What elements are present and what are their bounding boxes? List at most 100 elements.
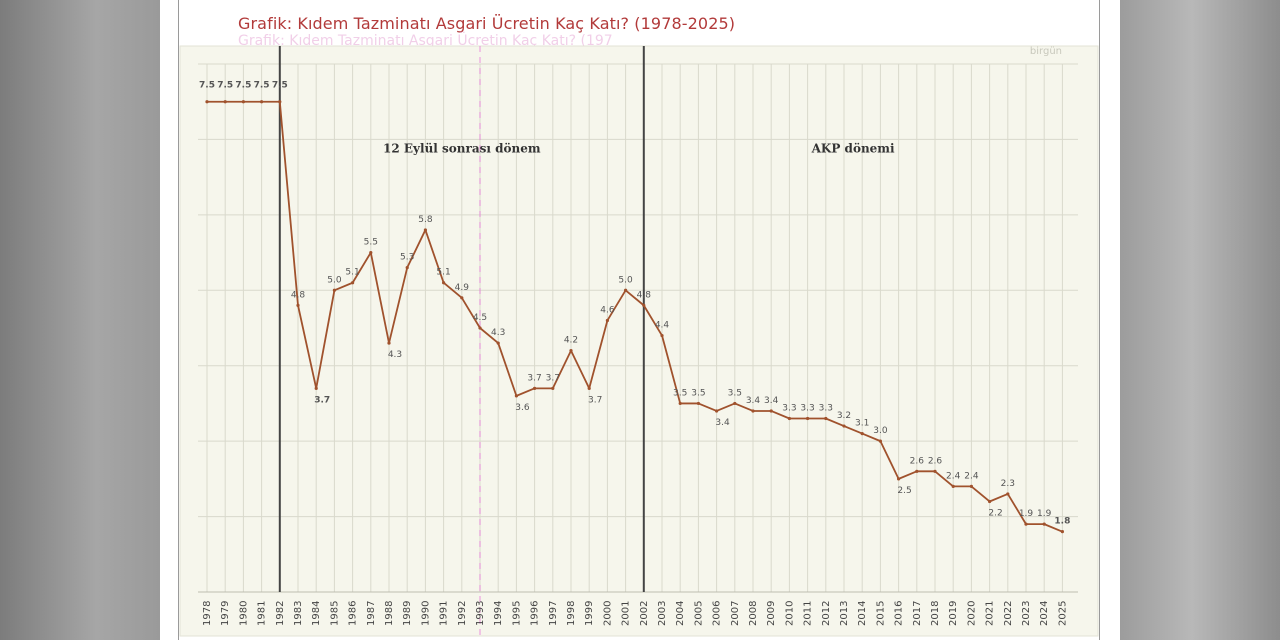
- data-point-2009: [769, 409, 773, 413]
- data-label-2007: 3.5: [728, 388, 742, 398]
- data-point-2006: [715, 409, 719, 413]
- x-tick-label-2005: 2005: [693, 601, 704, 626]
- x-tick-label-1990: 1990: [420, 601, 431, 626]
- data-label-1999: 3.7: [588, 395, 602, 405]
- data-point-2017: [915, 469, 919, 473]
- data-point-1995: [514, 394, 519, 398]
- data-point-1979: [223, 100, 227, 104]
- data-point-1988: [387, 341, 391, 345]
- data-point-2012: [824, 416, 828, 421]
- data-label-1988: 4.3: [388, 350, 402, 360]
- data-label-2024: 1.9: [1037, 509, 1052, 519]
- x-tick-label-2012: 2012: [821, 601, 832, 626]
- data-label-1994: 4.3: [491, 328, 505, 338]
- data-label-1980: 7.5: [235, 81, 251, 91]
- x-tick-label-2011: 2011: [803, 601, 814, 626]
- data-point-1984: [314, 386, 318, 390]
- data-point-1999: [587, 386, 591, 390]
- x-tick-label-1992: 1992: [457, 601, 468, 626]
- data-point-2001: [624, 288, 628, 292]
- panel-border: [178, 0, 1100, 640]
- plot-background: [179, 45, 1099, 637]
- data-point-2008: [751, 409, 755, 413]
- x-tick-label-1981: 1981: [257, 601, 268, 626]
- data-point-1981: [260, 100, 264, 104]
- data-point-2019: [951, 484, 955, 488]
- x-tick-label-2006: 2006: [712, 601, 723, 626]
- watermark: birgün: [1030, 46, 1062, 57]
- x-tick-label-2000: 2000: [602, 601, 613, 626]
- data-label-1993: 4.5: [473, 313, 487, 323]
- x-tick-label-2016: 2016: [894, 601, 905, 626]
- data-label-2004: 3.5: [673, 388, 687, 398]
- x-tick-label-2014: 2014: [857, 601, 868, 626]
- data-label-1985: 5.0: [327, 275, 342, 285]
- x-tick-label-2015: 2015: [875, 601, 886, 626]
- data-label-2014: 3.1: [855, 419, 869, 429]
- x-tick-label-1991: 1991: [439, 601, 450, 626]
- data-label-2008: 3.4: [746, 396, 761, 406]
- data-point-2000: [605, 318, 610, 323]
- data-point-1986: [351, 281, 355, 285]
- data-point-2016: [897, 477, 901, 481]
- x-tick-label-1978: 1978: [202, 601, 213, 626]
- x-tick-label-2020: 2020: [966, 601, 977, 626]
- x-tick-label-1983: 1983: [293, 601, 304, 626]
- data-point-2010: [787, 416, 792, 421]
- x-tick-label-2018: 2018: [930, 601, 941, 626]
- x-tick-label-2022: 2022: [1003, 601, 1014, 626]
- data-label-2005: 3.5: [691, 388, 705, 398]
- data-point-1996: [533, 386, 537, 390]
- data-label-2009: 3.4: [764, 396, 779, 406]
- x-tick-label-1993: 1993: [475, 601, 486, 626]
- x-tick-label-1987: 1987: [366, 601, 377, 626]
- x-tick-label-2003: 2003: [657, 601, 668, 626]
- data-point-2005: [696, 401, 701, 406]
- data-label-2025: 1.8: [1054, 517, 1070, 527]
- data-point-2020: [969, 484, 974, 488]
- data-label-2016: 2.5: [897, 486, 911, 496]
- data-label-1983: 4.8: [291, 290, 306, 300]
- data-point-2025: [1060, 530, 1064, 534]
- data-point-1991: [442, 281, 446, 285]
- data-point-1993: [478, 326, 482, 330]
- data-label-1981: 7.5: [254, 81, 270, 91]
- data-label-2003: 4.4: [655, 321, 670, 331]
- x-tick-label-2025: 2025: [1057, 601, 1068, 626]
- data-point-1983: [296, 303, 300, 307]
- x-tick-label-1982: 1982: [275, 601, 286, 626]
- x-tick-label-1999: 1999: [584, 601, 595, 626]
- data-label-1982: 7.5: [272, 81, 288, 91]
- data-point-2014: [860, 432, 864, 436]
- x-tick-label-2004: 2004: [675, 601, 686, 626]
- data-point-1980: [241, 100, 245, 104]
- data-point-2004: [678, 401, 682, 406]
- x-tick-label-2019: 2019: [948, 601, 959, 626]
- data-label-2022: 2.3: [1001, 479, 1015, 489]
- x-tick-label-1979: 1979: [220, 601, 231, 626]
- data-label-1991: 5.1: [436, 268, 450, 278]
- data-point-2002: [642, 303, 646, 307]
- data-label-1996: 3.7: [527, 373, 541, 383]
- data-point-1989: [405, 266, 409, 270]
- x-tick-label-1986: 1986: [348, 601, 359, 626]
- data-label-2019: 2.4: [946, 471, 961, 481]
- data-label-1989: 5.3: [400, 253, 414, 263]
- data-label-1979: 7.5: [217, 81, 233, 91]
- data-point-1982: [278, 100, 282, 104]
- x-tick-label-1989: 1989: [402, 601, 413, 626]
- x-tick-label-1995: 1995: [511, 601, 522, 626]
- chart-title: Grafik: Kıdem Tazminatı Asgari Ücretin K…: [238, 14, 736, 33]
- x-tick-label-1985: 1985: [329, 601, 340, 626]
- x-tick-label-2021: 2021: [985, 601, 996, 626]
- x-tick-label-2024: 2024: [1039, 601, 1050, 626]
- data-point-1994: [496, 341, 500, 345]
- data-label-1984: 3.7: [314, 395, 330, 405]
- data-label-2020: 2.4: [964, 471, 979, 481]
- data-point-1997: [551, 386, 555, 390]
- data-label-1995: 3.6: [515, 403, 530, 413]
- background-right: [1120, 0, 1280, 640]
- x-tick-label-2007: 2007: [730, 601, 741, 626]
- x-tick-label-1980: 1980: [238, 601, 249, 626]
